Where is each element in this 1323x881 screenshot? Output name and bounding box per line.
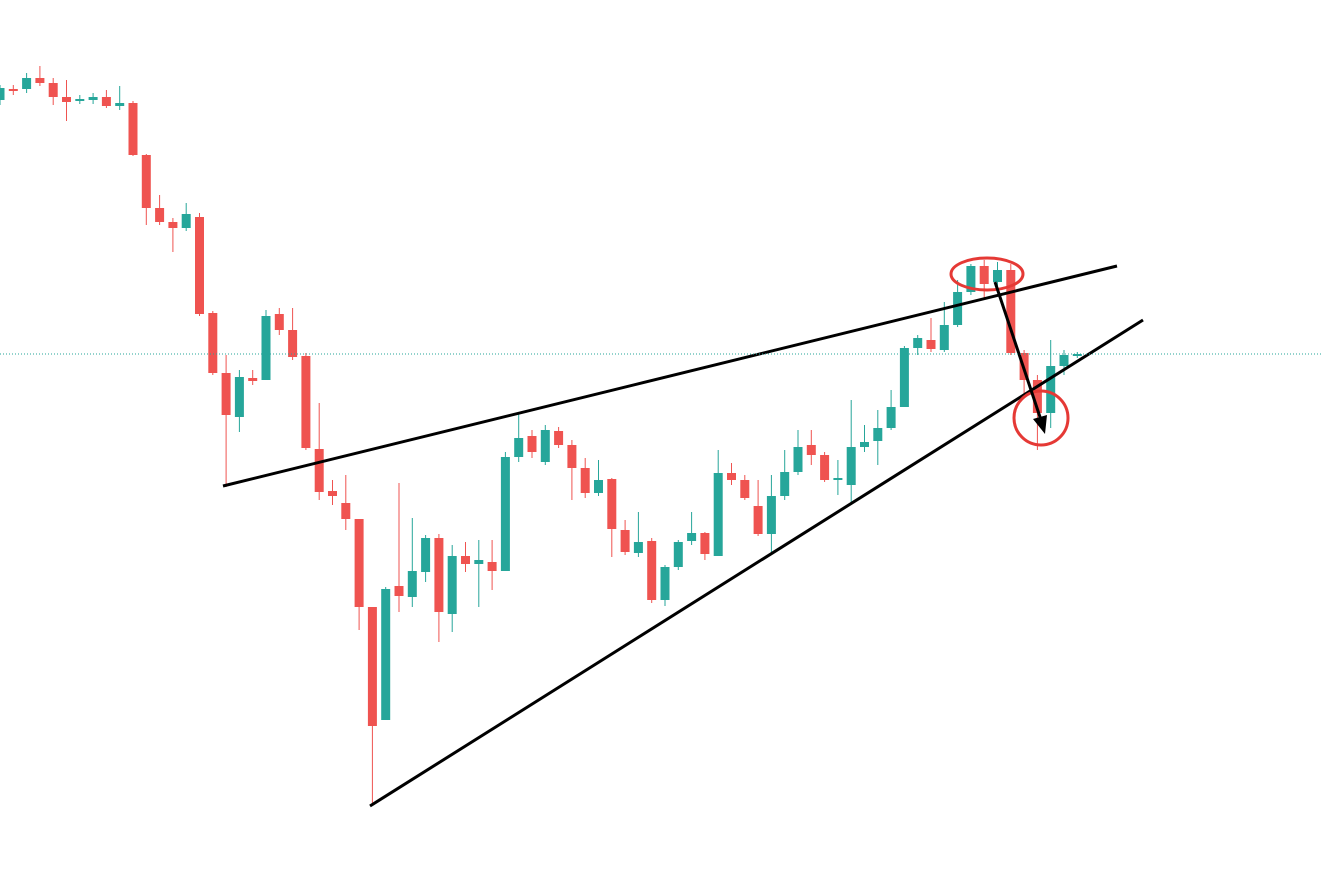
candle-body (328, 491, 337, 496)
candle-body (527, 436, 537, 452)
candle-body (62, 97, 71, 102)
breakdown-highlight (1012, 389, 1070, 447)
candle-body (846, 447, 856, 485)
candle-body (966, 266, 976, 292)
candle-body (367, 607, 377, 726)
candle-body (88, 97, 98, 100)
candle-body (567, 445, 577, 468)
candle-body (274, 314, 284, 330)
candle-body (447, 556, 457, 614)
annotations (222, 256, 1144, 808)
candle-body (727, 473, 736, 480)
candle-body (700, 533, 710, 554)
candle-body (0, 88, 5, 100)
candle-body (500, 457, 510, 571)
candle-body (860, 442, 869, 447)
candle-body (753, 506, 763, 534)
candle-body (1006, 270, 1016, 353)
candle-body (687, 533, 697, 541)
candle-body (101, 97, 111, 106)
candle-body (594, 480, 603, 493)
candle-body (780, 472, 790, 496)
candle-body (1046, 366, 1056, 413)
candle-body (833, 478, 843, 480)
candle-body (381, 589, 391, 720)
candle-body (288, 330, 298, 357)
candle-body (793, 447, 803, 472)
candle-body (1059, 355, 1069, 366)
candle-body (141, 155, 151, 208)
candle-body (195, 217, 204, 314)
candle-body (899, 348, 909, 407)
candle-body (620, 530, 630, 552)
arrow-head (1033, 415, 1047, 434)
candle-body (155, 208, 165, 222)
candle-body (607, 479, 617, 529)
candle-body (35, 78, 45, 83)
candle-body (461, 556, 470, 564)
candle-body (554, 431, 564, 445)
candle-body (301, 356, 311, 448)
upper-trend-line (222, 264, 1118, 488)
candle-body (261, 316, 271, 380)
candle-body (660, 567, 670, 600)
candle-body (115, 103, 125, 106)
candle-body (673, 542, 683, 567)
candle-body (487, 562, 497, 571)
candle-body (939, 325, 949, 350)
candle-body (806, 445, 816, 455)
candle-body (633, 542, 643, 553)
candle-body (913, 338, 923, 348)
candle-body (181, 214, 191, 228)
candle-body (474, 560, 484, 564)
candle-body (314, 449, 324, 492)
candle-body (22, 78, 32, 89)
candle-body (873, 428, 883, 441)
lower-trend-line (369, 318, 1144, 808)
candle-body (341, 503, 351, 519)
candle-body (8, 89, 18, 91)
candle-body (766, 496, 776, 534)
candle-body (354, 519, 364, 607)
candle-body (128, 103, 138, 155)
candle-body (540, 430, 550, 462)
candle-body (647, 541, 657, 600)
candle-body (979, 266, 989, 284)
candle-body (407, 571, 417, 597)
candle-body (740, 480, 750, 498)
candle-body (514, 438, 524, 457)
arrow-shaft (993, 281, 1043, 421)
candle-body (580, 468, 590, 493)
candle-body (1032, 380, 1042, 413)
candle-body (820, 455, 830, 480)
candle-body (168, 222, 178, 228)
candle-body (434, 538, 444, 612)
candle-body (926, 340, 936, 349)
candle-body (208, 313, 218, 373)
candle-body (953, 292, 963, 325)
candle-body (75, 99, 85, 101)
candle-body (421, 538, 431, 572)
candle-body (1072, 354, 1082, 356)
candles (0, 66, 1082, 805)
candle-body (886, 407, 896, 428)
top-highlight (949, 256, 1025, 292)
candle-body (394, 586, 404, 596)
candle-body (248, 378, 258, 381)
candle-body (48, 83, 58, 97)
candle-body (221, 373, 231, 415)
candle-body (234, 377, 244, 417)
candle-body (713, 473, 723, 556)
candle-body (993, 270, 1002, 282)
